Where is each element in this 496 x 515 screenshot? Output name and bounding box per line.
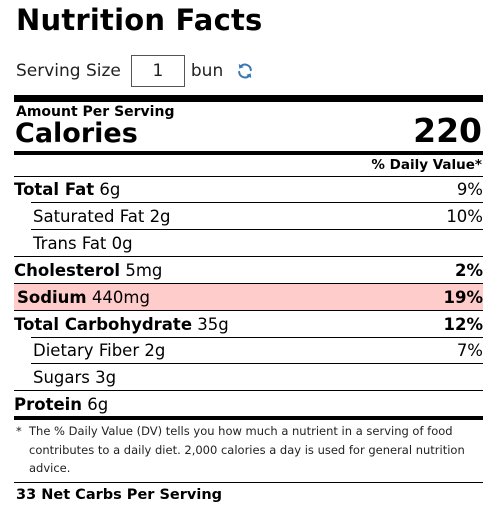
divider bbox=[14, 310, 483, 311]
divider bbox=[14, 256, 483, 257]
serving-size-input[interactable] bbox=[130, 55, 185, 87]
nutrient-name: Trans Fat bbox=[33, 233, 107, 253]
footnote-divider bbox=[14, 416, 483, 420]
divider bbox=[14, 482, 483, 483]
serving-size-label: Serving Size bbox=[16, 61, 121, 81]
nutrient-name: Dietary Fiber bbox=[33, 340, 140, 360]
nutrient-row-saturated-fat: Saturated Fat 2g 10% bbox=[33, 203, 483, 229]
calories-value: 220 bbox=[413, 111, 482, 150]
nutrient-percent: 2% bbox=[454, 260, 483, 280]
nutrient-row-cholesterol: Cholesterol 5mg 2% bbox=[14, 257, 483, 283]
nutrient-name: Sodium bbox=[17, 287, 87, 307]
nutrient-row-dietary-fiber: Dietary Fiber 2g 7% bbox=[33, 337, 483, 363]
nutrient-amount: 440mg bbox=[91, 287, 150, 307]
divider bbox=[31, 337, 483, 338]
nutrient-percent: 10% bbox=[446, 206, 483, 226]
nutrient-percent: 19% bbox=[443, 287, 484, 307]
nutrient-name: Sugars bbox=[33, 367, 90, 387]
divider bbox=[31, 363, 483, 364]
divider bbox=[31, 202, 483, 203]
nutrient-row-sugars: Sugars 3g bbox=[33, 364, 483, 390]
divider bbox=[14, 283, 483, 284]
footnote-marker: * bbox=[16, 424, 22, 438]
nutrient-percent: 7% bbox=[456, 340, 483, 360]
nutrient-row-total-carbohydrate: Total Carbohydrate 35g 12% bbox=[14, 311, 483, 337]
calories-divider bbox=[14, 151, 483, 155]
daily-value-footnote: * The % Daily Value (DV) tells you how m… bbox=[16, 422, 482, 478]
nutrient-amount: 3g bbox=[95, 367, 117, 387]
nutrient-amount: 35g bbox=[197, 314, 229, 334]
amount-per-serving-label: Amount Per Serving bbox=[16, 104, 175, 120]
nutrient-name: Total Carbohydrate bbox=[14, 314, 193, 334]
nutrient-row-sodium: Sodium 440mg 19% bbox=[14, 284, 483, 310]
footnote-text: The % Daily Value (DV) tells you how muc… bbox=[29, 424, 465, 475]
nutrient-percent: 9% bbox=[456, 179, 483, 199]
serving-size-row: Serving Size bun bbox=[16, 54, 255, 88]
nutrient-row-protein: Protein 6g bbox=[14, 391, 483, 417]
nutrient-amount: 5mg bbox=[125, 260, 163, 280]
nutrient-percent: 12% bbox=[443, 314, 484, 334]
nutrient-amount: 0g bbox=[111, 233, 133, 253]
nutrient-amount: 6g bbox=[87, 394, 109, 414]
daily-value-header: % Daily Value* bbox=[371, 157, 482, 173]
nutrient-name: Total Fat bbox=[14, 179, 95, 199]
divider bbox=[14, 176, 483, 177]
net-carbs-label: 33 Net Carbs Per Serving bbox=[16, 487, 223, 503]
nutrient-row-total-fat: Total Fat 6g 9% bbox=[14, 176, 483, 202]
serving-unit-label: bun bbox=[190, 61, 224, 81]
nutrient-amount: 6g bbox=[99, 179, 121, 199]
nutrient-amount: 2g bbox=[149, 206, 171, 226]
nutrient-name: Cholesterol bbox=[14, 260, 121, 280]
nutrient-row-trans-fat: Trans Fat 0g bbox=[33, 230, 483, 256]
page-title: Nutrition Facts bbox=[16, 3, 263, 37]
divider bbox=[14, 390, 483, 391]
divider bbox=[31, 229, 483, 230]
top-thick-divider bbox=[14, 95, 483, 102]
nutrient-amount: 2g bbox=[144, 340, 166, 360]
refresh-icon[interactable] bbox=[235, 61, 255, 81]
calories-label: Calories bbox=[15, 118, 138, 149]
nutrient-name: Protein bbox=[14, 394, 83, 414]
nutrient-name: Saturated Fat bbox=[33, 206, 145, 226]
